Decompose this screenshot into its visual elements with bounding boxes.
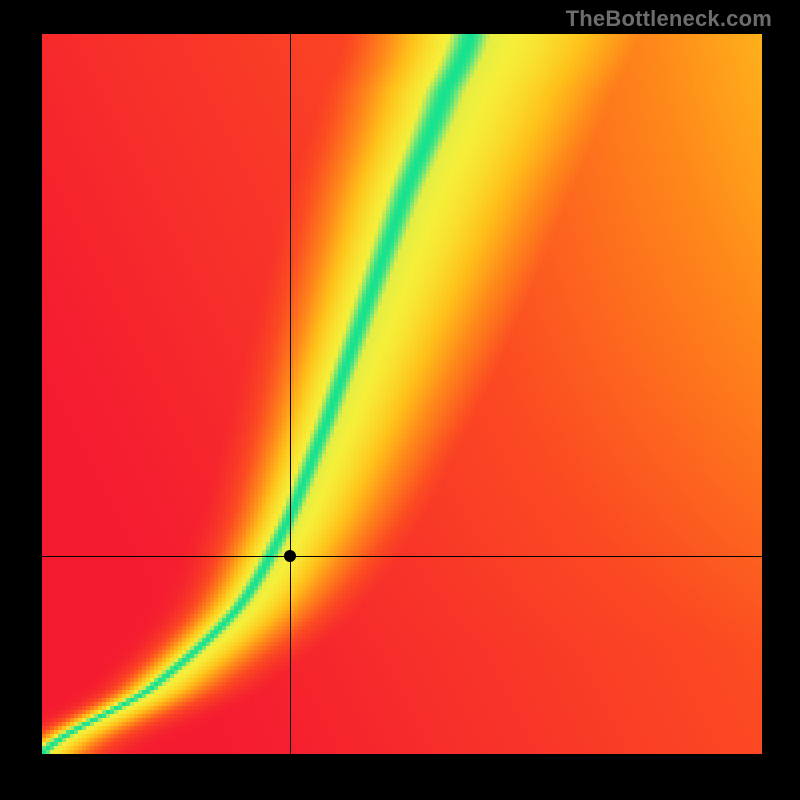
- watermark-text: TheBottleneck.com: [566, 6, 772, 32]
- heatmap-canvas: [42, 34, 762, 754]
- chart-container: TheBottleneck.com: [0, 0, 800, 800]
- heatmap-plot: [42, 34, 762, 754]
